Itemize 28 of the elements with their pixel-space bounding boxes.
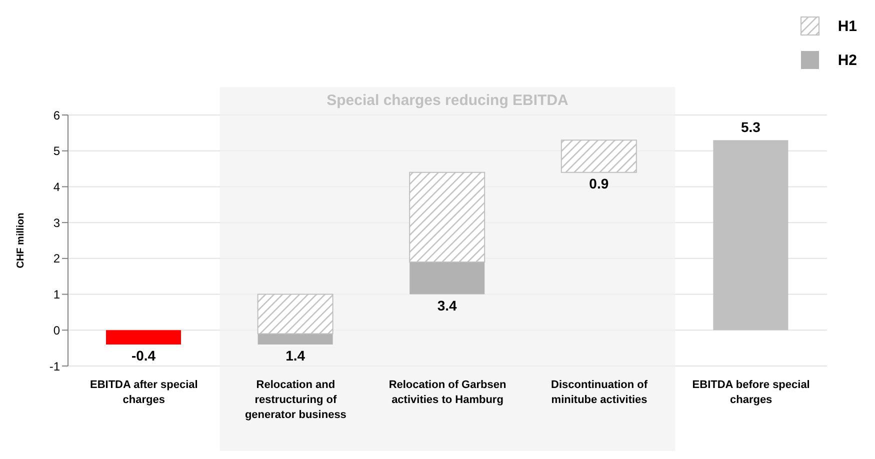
bar (560, 140, 637, 173)
y-tick-label: 2 (53, 252, 60, 266)
y-tick-label: 4 (53, 180, 60, 194)
y-axis-title: CHF million (16, 212, 27, 268)
y-tick-label: 6 (53, 108, 60, 122)
y-tick-label: 3 (53, 216, 60, 230)
total-label: 5.3 (740, 119, 761, 136)
bar (409, 172, 486, 263)
y-tick-label: -1 (49, 359, 60, 374)
total-label: -0.4 (131, 347, 156, 364)
legend-label: H2 (838, 52, 857, 68)
bar (257, 294, 334, 334)
bar (713, 140, 788, 330)
y-tick-label: 0 (53, 323, 60, 338)
y-tick-label: 1 (53, 288, 60, 302)
total-label: 0.9 (589, 175, 609, 192)
bar (258, 334, 333, 344)
total-label: 1.4 (286, 347, 306, 364)
x-tick-label: EBITDA before special charges (692, 379, 810, 406)
legend-label: H1 (838, 18, 857, 34)
y-tick-label: 5 (53, 144, 60, 158)
total-label: 3.4 (437, 297, 458, 314)
x-tick-label: Relocation and restructuring of generator business (244, 379, 346, 421)
x-tick-label: Discontinuation of minitube activities (551, 379, 648, 406)
x-tick-label: Relocation of Garbsen activities to Hamburg (388, 379, 506, 406)
bar (106, 330, 181, 344)
x-tick-label: EBITDA after special charges (90, 379, 198, 406)
bar (410, 262, 485, 294)
